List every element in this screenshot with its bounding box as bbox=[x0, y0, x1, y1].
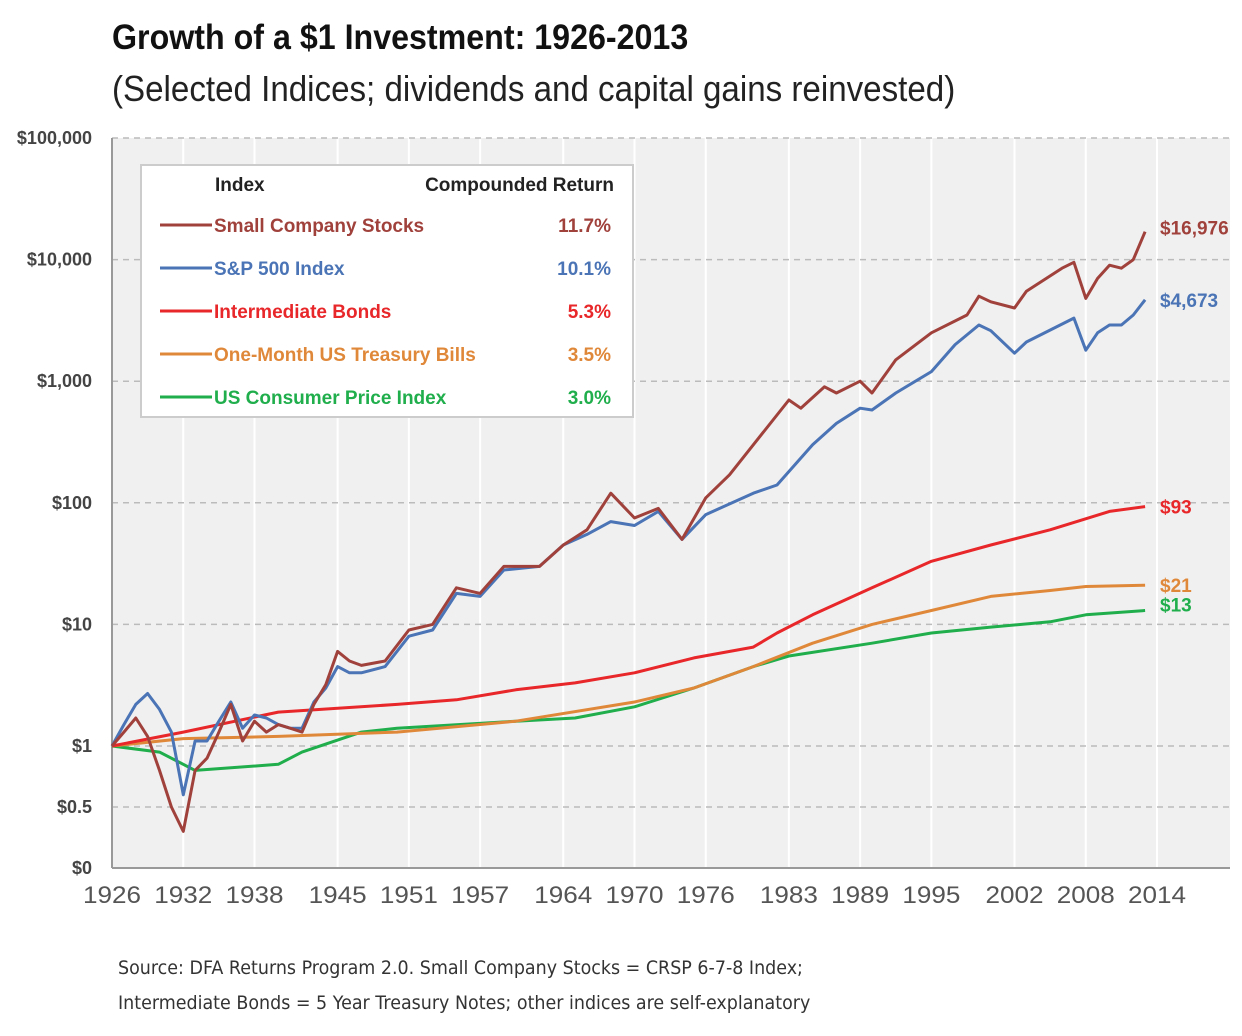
legend-box bbox=[140, 164, 634, 418]
y-tick-label: $0 bbox=[72, 858, 92, 878]
legend-header-index: Index bbox=[215, 175, 265, 196]
end-value-label: $13 bbox=[1160, 596, 1192, 617]
source-line-1: Source: DFA Returns Program 2.0. Small C… bbox=[118, 957, 803, 979]
x-tick-label: 2002 bbox=[986, 882, 1044, 909]
x-tick-label: 1976 bbox=[677, 882, 735, 909]
x-tick-label: 1970 bbox=[606, 882, 664, 909]
series-line-s-p-500-index bbox=[110, 298, 1147, 797]
series-line-one-month-us-treasury-bills bbox=[111, 583, 1146, 748]
legend-return: 3.5% bbox=[568, 345, 611, 366]
legend-label: Intermediate Bonds bbox=[214, 302, 391, 323]
x-tick-label: 1957 bbox=[451, 882, 509, 909]
end-value-label: $16,976 bbox=[1160, 219, 1229, 240]
y-tick-label: $10,000 bbox=[27, 250, 92, 270]
end-value-label: $93 bbox=[1160, 498, 1192, 519]
series-line-intermediate-bonds bbox=[111, 505, 1146, 748]
end-value-label: $4,673 bbox=[1160, 291, 1218, 312]
legend-return: 5.3% bbox=[568, 302, 611, 323]
y-tick-label: $1 bbox=[72, 736, 92, 756]
legend-return: 11.7% bbox=[558, 216, 611, 237]
x-tick-label: 1938 bbox=[226, 882, 284, 909]
x-tick-label: 1995 bbox=[902, 882, 960, 909]
legend-return: 3.0% bbox=[568, 388, 611, 409]
series-line-us-consumer-price-index bbox=[111, 609, 1146, 772]
x-tick-label: 1964 bbox=[534, 882, 592, 909]
legend-header-return: Compounded Return bbox=[425, 175, 614, 196]
legend-label: US Consumer Price Index bbox=[214, 388, 447, 409]
legend-return: 10.1% bbox=[557, 259, 611, 280]
y-tick-label: $0.5 bbox=[57, 797, 92, 817]
x-tick-label: 1983 bbox=[760, 882, 818, 909]
y-tick-label: $100,000 bbox=[17, 128, 92, 148]
source-line-2: Intermediate Bonds = 5 Year Treasury Not… bbox=[118, 992, 811, 1014]
x-tick-label: 1945 bbox=[309, 882, 367, 909]
x-tick-label: 2008 bbox=[1057, 882, 1115, 909]
x-tick-label: 2014 bbox=[1128, 882, 1186, 909]
y-tick-label: $10 bbox=[62, 614, 92, 634]
series-line-small-company-stocks bbox=[110, 231, 1147, 833]
legend-label: Small Company Stocks bbox=[214, 216, 424, 237]
x-tick-label: 1951 bbox=[380, 882, 438, 909]
y-tick-label: $100 bbox=[52, 493, 92, 513]
y-tick-label: $1,000 bbox=[37, 371, 92, 391]
chart-subtitle: (Selected Indices; dividends and capital… bbox=[112, 68, 956, 109]
legend-label: One-Month US Treasury Bills bbox=[214, 345, 476, 366]
x-tick-label: 1932 bbox=[154, 882, 212, 909]
x-tick-label: 1926 bbox=[83, 882, 141, 909]
x-tick-label: 1989 bbox=[831, 882, 889, 909]
end-value-label: $21 bbox=[1160, 576, 1192, 597]
legend-label: S&P 500 Index bbox=[214, 259, 345, 280]
chart-title: Growth of a $1 Investment: 1926-2013 bbox=[112, 18, 689, 57]
